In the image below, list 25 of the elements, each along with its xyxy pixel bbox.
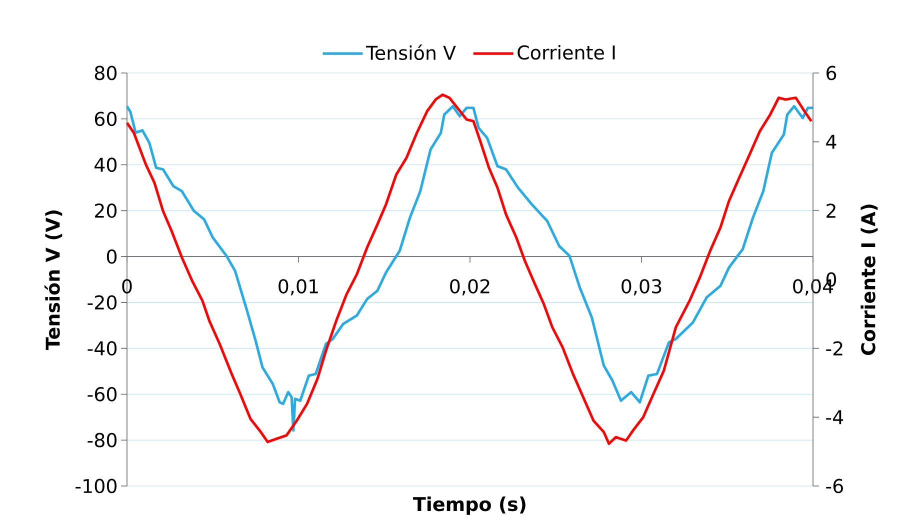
y2-tick-label: 2 [826, 204, 836, 218]
y-tick-label: -20 [88, 295, 117, 310]
legend-label: Tensión V [366, 44, 456, 60]
y-tick-label: 80 [94, 66, 117, 80]
y-tick-label: -100 [76, 478, 117, 494]
y-tick-label: -80 [88, 432, 117, 448]
y-tick-label: 40 [94, 158, 117, 172]
y2-axis-title: Corriente I (A) [860, 204, 878, 356]
x-tick-label: 0,03 [622, 279, 662, 296]
legend-label: Corriente I [518, 44, 615, 60]
y2-tick-label: -6 [826, 478, 843, 494]
y-tick-label: -60 [88, 387, 117, 402]
y2-tick-label: -4 [826, 410, 844, 424]
y-tick-label: -40 [88, 341, 117, 356]
y2-tick-label: -2 [826, 341, 842, 356]
y2-tick-label: 4 [826, 134, 836, 149]
y-tick-label: 20 [95, 203, 117, 218]
x-tick-label: 0,02 [450, 279, 490, 296]
x-axis-title: Tiempo (s) [413, 496, 526, 515]
x-tick-label: 0,01 [278, 279, 318, 296]
y-axis-title: Tensión V (V) [44, 210, 62, 350]
y-tick-label: 60 [94, 112, 117, 126]
x-tick-label: 0 [122, 279, 132, 294]
y2-tick-label: 6 [826, 66, 836, 80]
y-tick-label: 0 [106, 249, 117, 264]
